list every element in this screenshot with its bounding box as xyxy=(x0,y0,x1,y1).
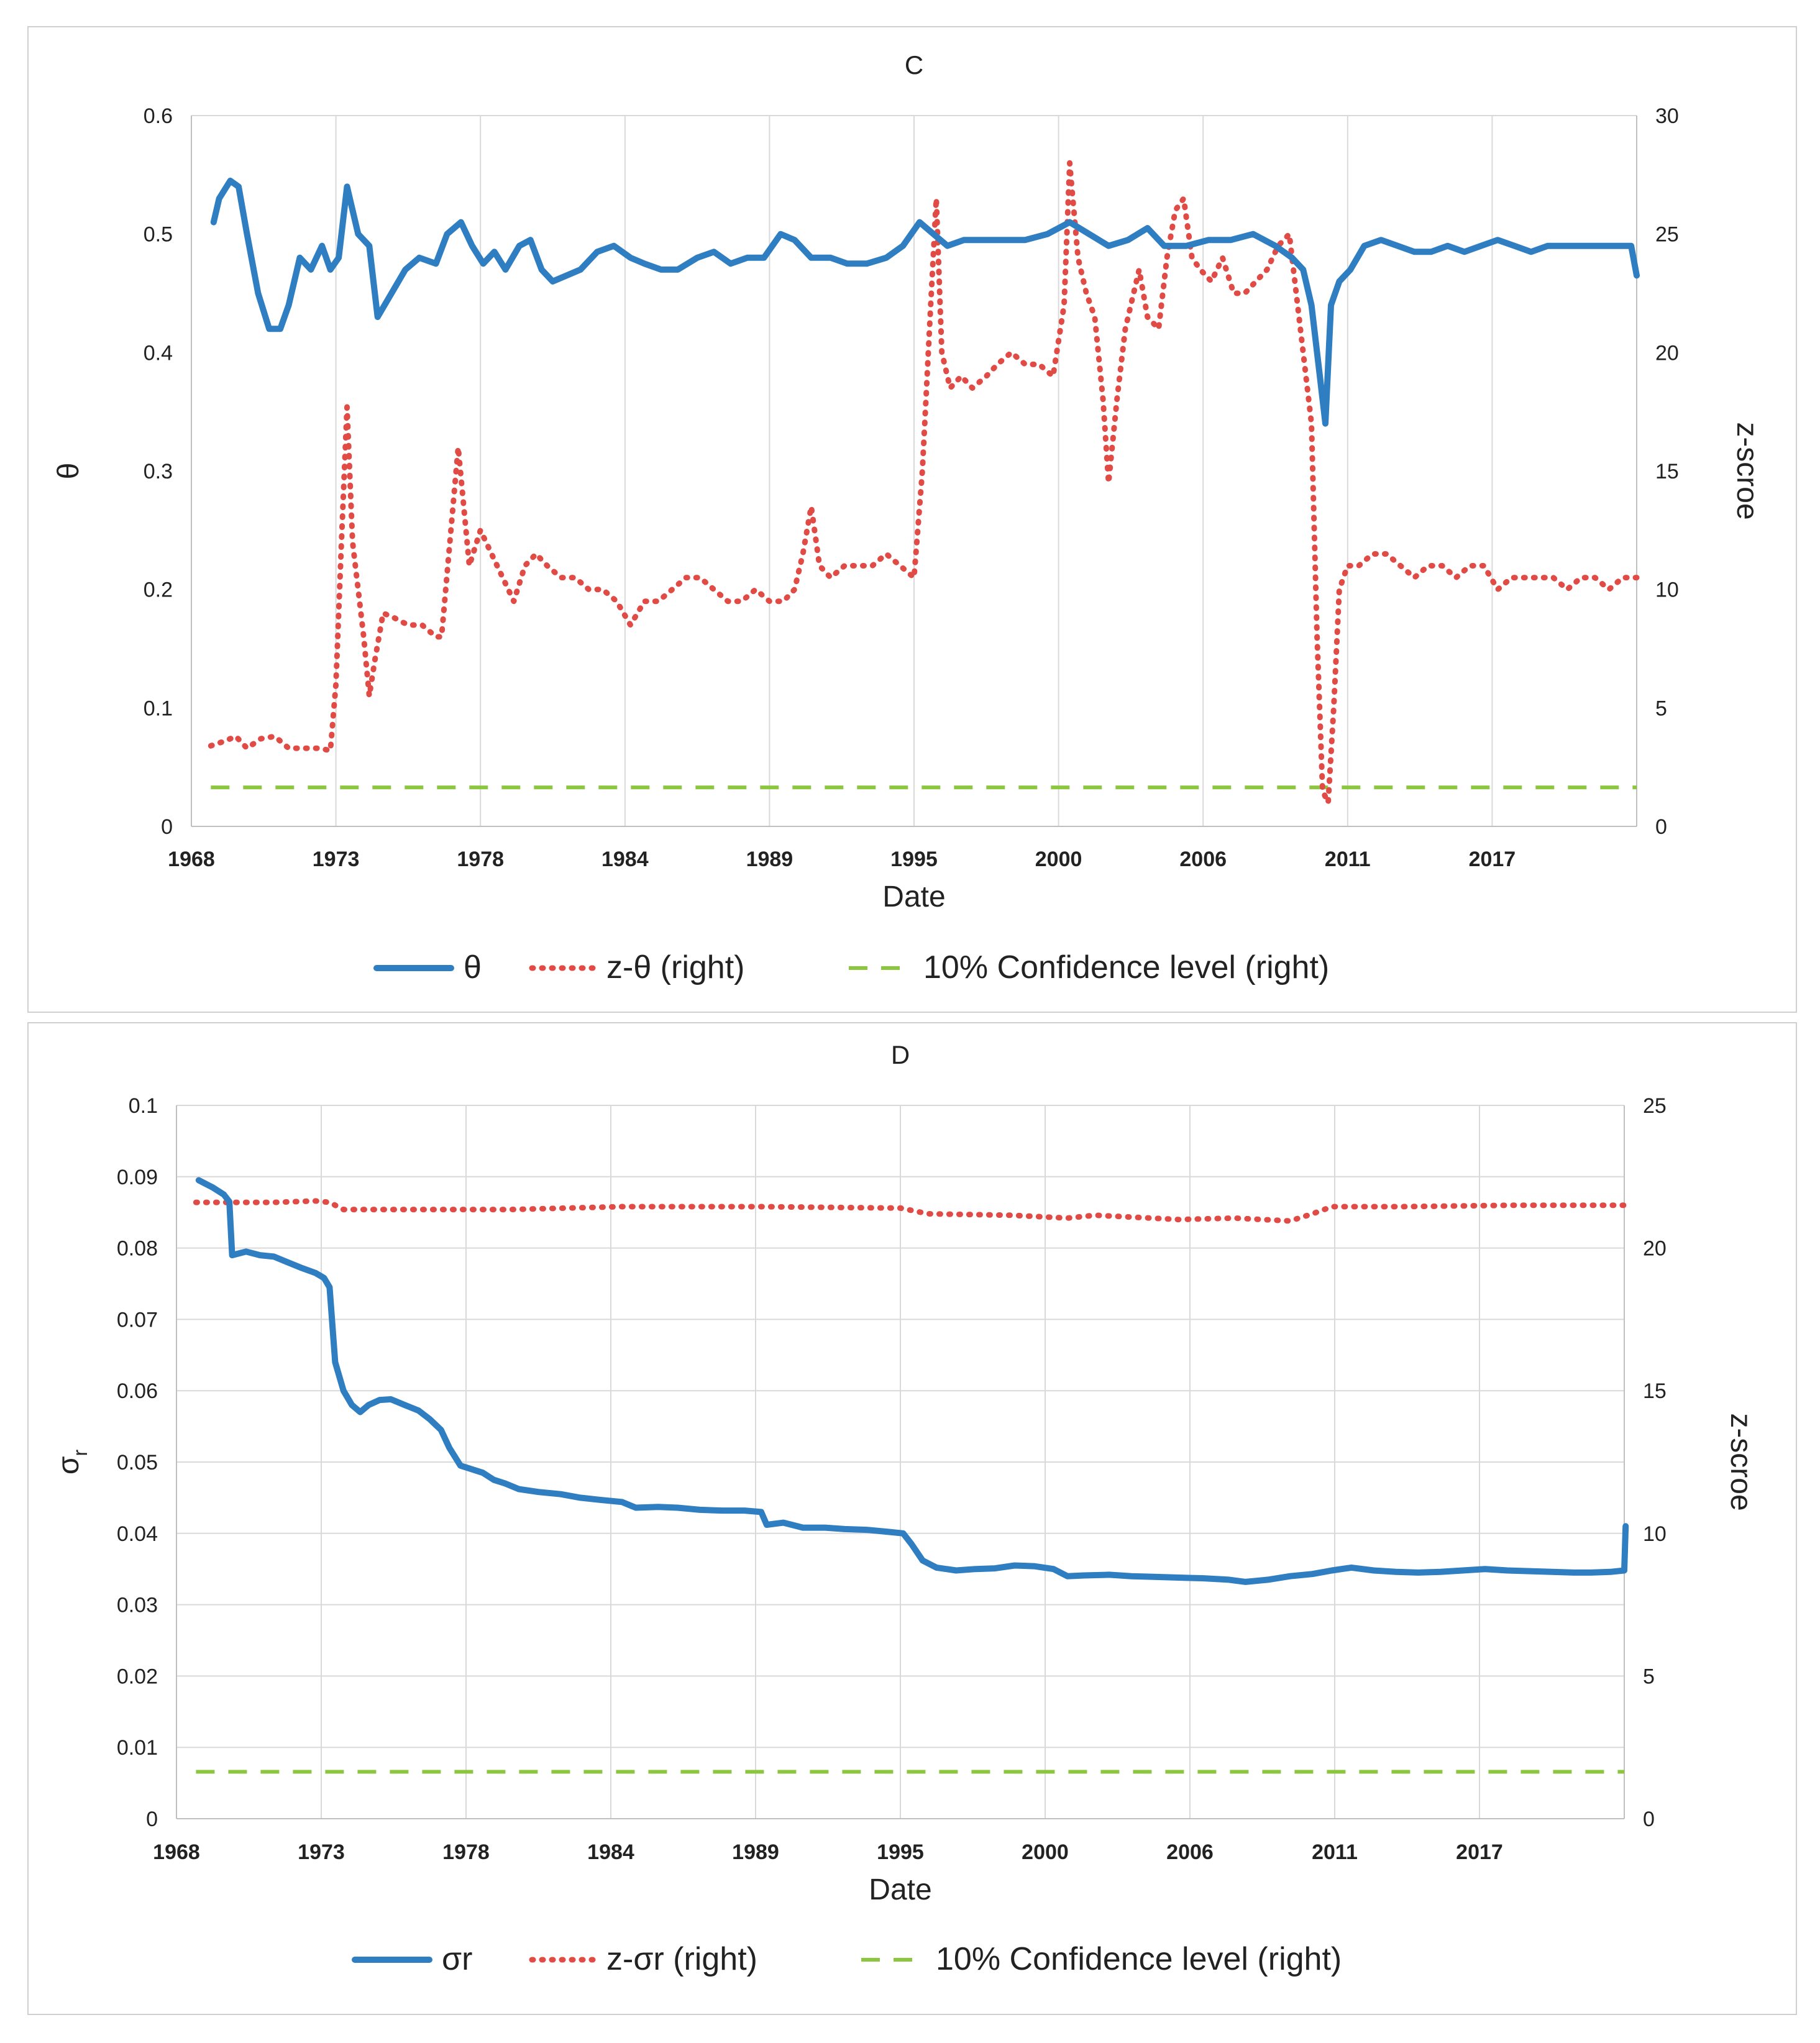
x-tick-label: 1973 xyxy=(298,1840,345,1864)
y-right-tick-label: 20 xyxy=(1643,1237,1667,1261)
legend-label: 10% Confidence level (right) xyxy=(936,1941,1342,1977)
y-axis-label-main: σ xyxy=(52,1456,85,1475)
y-right-axis-label: z-scroe xyxy=(1724,1413,1757,1511)
y-tick-label: 0.4 xyxy=(144,341,173,365)
x-tick-label: 2006 xyxy=(1166,1840,1214,1864)
y-right-tick-label: 0 xyxy=(1643,1808,1655,1831)
y-right-tick-label: 25 xyxy=(1655,223,1679,247)
y-tick-label: 0.06 xyxy=(117,1379,158,1403)
y-tick-label: 0 xyxy=(161,815,173,839)
x-tick-label: 1978 xyxy=(442,1840,490,1864)
x-tick-label: 1984 xyxy=(587,1840,634,1864)
x-tick-label: 1973 xyxy=(313,848,360,871)
y-tick-label: 0.5 xyxy=(144,223,173,247)
y-right-tick-label: 15 xyxy=(1643,1379,1667,1403)
x-tick-label: 1978 xyxy=(457,848,504,871)
x-tick-label: 1984 xyxy=(601,848,649,871)
y-tick-label: 0.08 xyxy=(117,1237,158,1261)
y-right-tick-label: 10 xyxy=(1655,578,1679,602)
y-right-tick-label: 0 xyxy=(1655,815,1667,839)
x-tick-label: 2017 xyxy=(1456,1840,1503,1864)
x-tick-label: 2000 xyxy=(1022,1840,1069,1864)
x-tick-label: 1989 xyxy=(732,1840,779,1864)
x-tick-label: 1995 xyxy=(890,848,938,871)
x-tick-label: 2017 xyxy=(1469,848,1516,871)
y-right-tick-label: 30 xyxy=(1655,104,1679,128)
y-tick-label: 0.01 xyxy=(117,1736,158,1760)
y-tick-label: 0.6 xyxy=(144,104,173,128)
y-tick-label: 0.1 xyxy=(129,1094,158,1118)
y-tick-label: 0.2 xyxy=(144,578,173,602)
y-right-tick-label: 5 xyxy=(1655,697,1667,720)
y-tick-label: 0.05 xyxy=(117,1451,158,1474)
legend-label: z-σr (right) xyxy=(606,1941,757,1977)
x-tick-label: 2011 xyxy=(1325,848,1371,871)
series-line-zscore xyxy=(193,1198,1627,1224)
x-tick-label: 1968 xyxy=(168,848,215,871)
chart-panel-d: D 1968 1973 1978 1984 1989 1995 2000 2006 2011 201… xyxy=(27,1022,1797,2015)
y-tick-label: 0.07 xyxy=(117,1308,158,1332)
x-tick-label: 1995 xyxy=(877,1840,924,1864)
chart-title: D xyxy=(891,1040,910,1069)
legend-label: θ xyxy=(464,949,482,985)
y-axis-label: σr xyxy=(52,1450,91,1475)
x-axis-label: Date xyxy=(882,880,945,913)
chart-title: C xyxy=(905,50,923,80)
y-axis-label-subscript: r xyxy=(69,1450,91,1456)
y-tick-label: 0 xyxy=(146,1808,158,1831)
series-line-primary xyxy=(210,177,1640,427)
y-tick-label: 0.02 xyxy=(117,1665,158,1688)
y-tick-label: 0.3 xyxy=(144,460,173,483)
y-right-tick-label: 25 xyxy=(1643,1094,1667,1118)
y-tick-label: 0.1 xyxy=(144,697,173,720)
x-tick-label: 2011 xyxy=(1312,1840,1358,1864)
y-tick-label: 0.04 xyxy=(117,1522,158,1546)
y-right-axis-label: z-scroe xyxy=(1731,422,1763,519)
x-tick-label: 2000 xyxy=(1035,848,1082,871)
legend-label: σr xyxy=(442,1941,472,1977)
y-right-tick-label: 5 xyxy=(1643,1665,1655,1688)
y-tick-label: 0.09 xyxy=(117,1166,158,1189)
x-tick-label: 2006 xyxy=(1179,848,1227,871)
legend-label: z-θ (right) xyxy=(606,949,744,985)
x-tick-label: 1989 xyxy=(746,848,793,871)
series-line-zscore xyxy=(208,160,1640,806)
y-tick-label: 0.03 xyxy=(117,1594,158,1617)
y-right-tick-label: 10 xyxy=(1643,1522,1667,1546)
x-tick-label: 1968 xyxy=(153,1840,200,1864)
x-axis-label: Date xyxy=(869,1873,931,1906)
y-axis-label: θ xyxy=(52,463,85,480)
series-line-primary xyxy=(195,1177,1629,1585)
y-right-tick-label: 15 xyxy=(1655,460,1679,483)
legend-label: 10% Confidence level (right) xyxy=(923,949,1329,985)
chart-panel-c: C 1968 1973 1978 1984 1989 1995 2000 2006 2011 201… xyxy=(27,26,1797,1013)
y-right-tick-label: 20 xyxy=(1655,341,1679,365)
